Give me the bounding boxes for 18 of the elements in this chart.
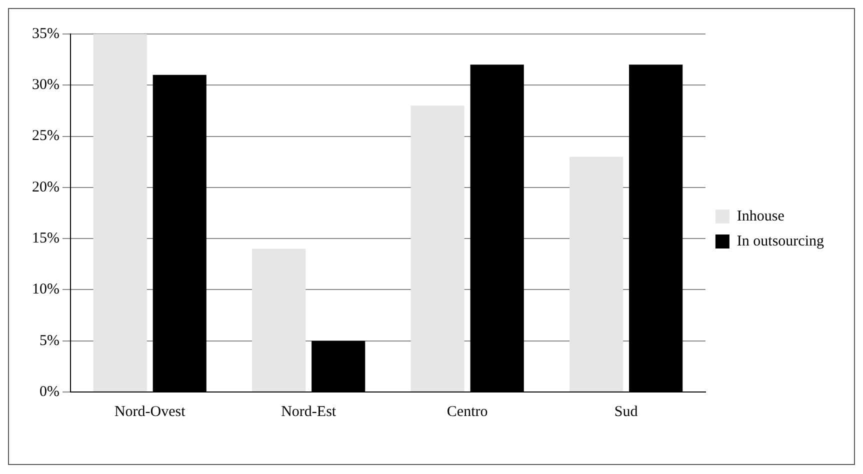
y-tick-label: 15% [32,230,60,247]
y-tick-label: 5% [39,332,60,349]
y-tick-label: 25% [32,128,60,144]
bar [410,106,464,392]
y-tick-label: 10% [32,282,60,298]
legend-label: In outsourcing [736,233,824,250]
x-tick-label: Nord-Est [281,404,337,420]
y-tick-label: 0% [39,384,60,400]
y-tick-label: 35% [32,26,60,42]
x-tick-label: Sud [614,404,638,420]
y-tick-label: 20% [32,179,60,196]
bar [252,248,306,392]
y-tick-label: 30% [32,77,60,94]
bar [93,34,147,392]
legend-label: Inhouse [736,208,785,224]
x-tick-label: Nord-Ovest [114,404,186,420]
x-tick-label: Centro [446,404,488,420]
bar [570,156,624,392]
